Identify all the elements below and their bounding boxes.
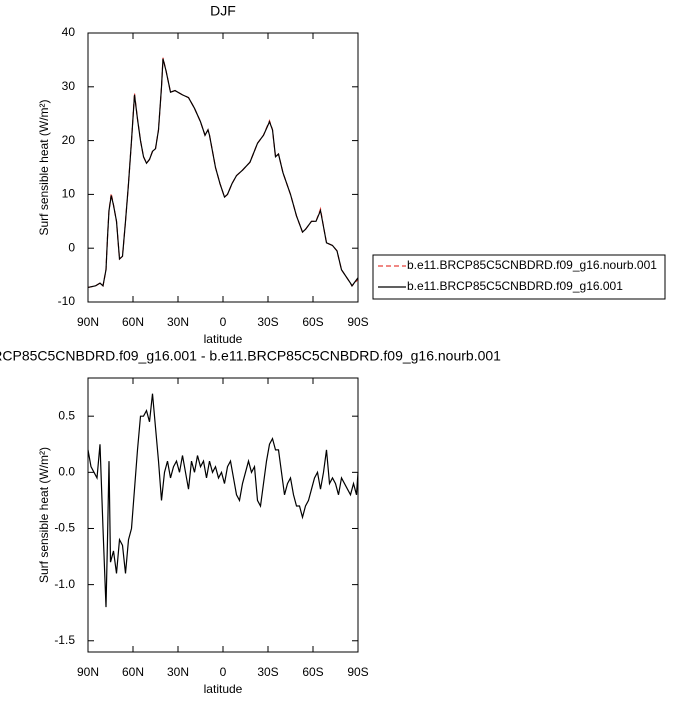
y-tick-label: 40 [62,25,76,39]
y-axis-label: Surf sensible heat (W/m²) [37,99,51,235]
y-tick-label: -1.5 [54,633,75,647]
y-tick-label: 10 [62,187,76,201]
x-axis-label: latitude [204,682,243,696]
plot-frame [87,377,359,653]
y-tick-label: 30 [62,79,76,93]
y-axis-label: Surf sensible heat (W/m²) [37,447,51,583]
data-line [87,58,359,289]
x-tick-label: 90S [347,315,368,329]
x-tick-label: 60S [302,665,323,679]
y-tick-label: 20 [62,133,76,147]
data-line [87,57,359,289]
y-tick-label: -0.5 [54,521,75,535]
x-tick-label: 60S [302,315,323,329]
legend-frame [372,254,666,300]
x-tick-label: 30S [257,665,278,679]
x-tick-label: 90S [347,665,368,679]
y-tick-label: 0 [68,240,75,254]
x-tick-label: 90N [77,665,99,679]
x-tick-label: 0 [220,315,227,329]
y-tick-label: 0.5 [58,408,75,422]
plot-frame [87,32,359,303]
y-tick-label: 0.0 [58,464,75,478]
x-tick-label: 90N [77,315,99,329]
x-tick-label: 30N [167,665,189,679]
x-tick-label: 0 [220,665,227,679]
x-tick-label: 60N [122,665,144,679]
chart-title: DJF [210,3,236,19]
y-tick-label: -10 [58,294,76,308]
y-tick-label: -1.0 [54,577,75,591]
data-line [87,393,359,608]
x-tick-label: 60N [122,315,144,329]
x-tick-label: 30N [167,315,189,329]
x-axis-label: latitude [204,332,243,346]
legend-label: b.e11.BRCP85C5CNBDRD.f09_g16.nourb.001 [407,258,657,272]
legend-label: b.e11.BRCP85C5CNBDRD.f09_g16.001 [407,279,623,293]
x-tick-label: 30S [257,315,278,329]
chart-title: b.e11.BRCP85C5CNBDRD.f09_g16.001 - b.e11… [0,348,501,364]
